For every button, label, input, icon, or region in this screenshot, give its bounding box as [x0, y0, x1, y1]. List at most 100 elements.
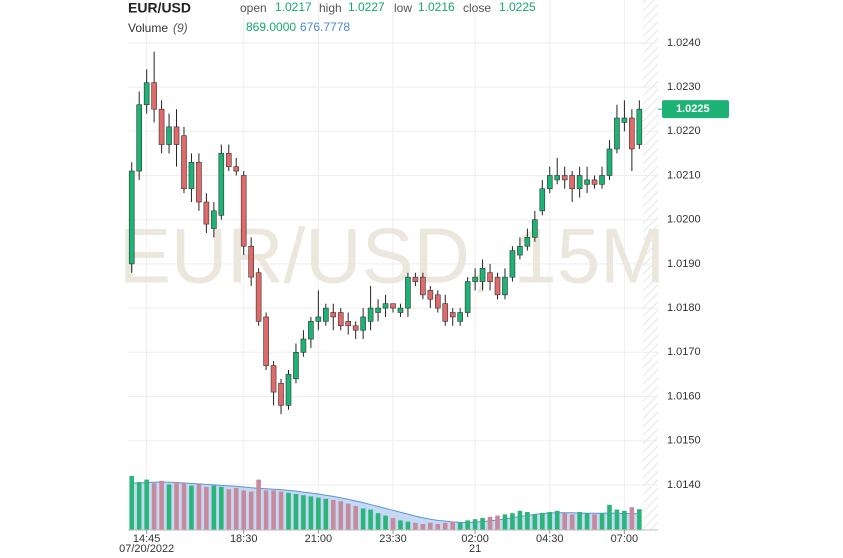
volume-bar: [510, 513, 515, 530]
volume-bar: [517, 510, 523, 530]
candle-body: [532, 219, 538, 238]
y-tick-label: 1.0140: [667, 479, 701, 491]
x-tick-label: 21:00: [305, 533, 333, 545]
candle-body: [382, 303, 389, 309]
volume-bar: [383, 515, 388, 530]
volume-bar: [405, 521, 411, 530]
volume-bar: [204, 486, 209, 530]
candle-body: [285, 374, 292, 406]
volume-bar: [293, 494, 299, 530]
high-value: 1.0227: [348, 0, 385, 14]
future-area: [643, 0, 658, 530]
volume-bar: [174, 482, 179, 530]
candle-body: [308, 321, 314, 340]
y-tick-label: 1.0200: [667, 214, 701, 226]
candle-body: [591, 179, 598, 185]
candle-body: [233, 166, 240, 172]
volume-bar: [547, 512, 553, 530]
volume-bar: [428, 522, 433, 530]
date-label: 07/20/2022: [119, 543, 174, 555]
volume-bar: [189, 485, 194, 530]
candle-body: [128, 170, 135, 265]
candle-body: [464, 281, 471, 313]
candle-body: [569, 175, 575, 190]
y-tick-label: 1.0180: [667, 302, 701, 314]
volume-bar: [248, 491, 254, 530]
candle-body: [352, 325, 359, 331]
volume-bar: [330, 500, 336, 530]
candle-body: [136, 104, 142, 172]
candle-body: [457, 312, 463, 322]
candle-body: [539, 188, 546, 212]
volume-bar: [360, 508, 366, 530]
candle-body: [502, 276, 508, 296]
volume-bar: [457, 522, 463, 530]
candle-body: [203, 201, 210, 225]
x-tick-label: 14:45: [133, 533, 161, 545]
volume-bar: [622, 510, 627, 530]
y-tick-label: 1.0220: [667, 125, 701, 137]
candle-body: [599, 175, 605, 185]
candle-body: [524, 237, 531, 247]
candle-body: [629, 117, 635, 150]
candle-body: [263, 316, 269, 366]
close-value: 1.0225: [499, 0, 536, 14]
volume-bar: [256, 479, 261, 530]
candle-body: [196, 161, 202, 203]
volume-bar: [539, 513, 545, 530]
volume-bar: [637, 509, 642, 530]
date-label: 21: [469, 543, 481, 555]
candle-body: [442, 303, 449, 322]
candle-body: [434, 294, 441, 309]
candle-body: [621, 117, 628, 123]
volume-bar: [525, 512, 530, 530]
volume-bar: [577, 512, 582, 530]
volume-bar: [241, 490, 247, 530]
candle-body: [181, 135, 187, 190]
candle-body: [405, 276, 411, 309]
high-label: high: [319, 1, 342, 15]
candle-body: [188, 161, 195, 190]
volume-bar: [614, 509, 620, 530]
volume-bar: [226, 489, 232, 530]
volume-bar: [151, 483, 157, 530]
volume-bar: [181, 483, 187, 530]
candle-body: [293, 352, 299, 380]
volume-bar: [136, 482, 142, 530]
candle-body: [517, 245, 523, 256]
symbol: EUR/USD: [128, 0, 191, 16]
volume-bar: [286, 492, 291, 530]
candle-body: [360, 316, 366, 331]
volume-bar: [353, 506, 358, 530]
y-tick-label: 1.0230: [667, 81, 701, 93]
volume-period: (9): [173, 21, 188, 35]
volume-bar: [375, 513, 381, 530]
y-tick-label: 1.0160: [667, 390, 701, 402]
x-tick-label: 18:30: [230, 533, 258, 545]
volume-bar: [413, 522, 418, 530]
close-label: close: [463, 1, 491, 15]
volume-bar: [592, 514, 597, 530]
candle-body: [427, 290, 434, 300]
volume-bar: [435, 524, 441, 530]
volume-bar: [554, 510, 560, 530]
volume-bar: [607, 504, 612, 530]
volume-bar: [338, 501, 344, 530]
volume-bar: [487, 516, 493, 530]
volume-value: 869.0000: [246, 20, 296, 34]
volume-bar: [398, 520, 403, 530]
volume-bar: [368, 509, 373, 530]
volume-bar: [562, 513, 567, 530]
candle-body: [240, 175, 247, 247]
candle-body: [248, 245, 254, 278]
volume-bar: [233, 488, 239, 530]
candle-body: [412, 276, 419, 282]
candle-body: [546, 175, 553, 190]
candle-body: [614, 117, 620, 150]
volume-bar: [569, 514, 575, 530]
candle-body: [420, 276, 426, 296]
last-price-tag: [662, 100, 729, 119]
volume-bar: [316, 497, 321, 530]
candle-body: [367, 307, 374, 322]
volume-bar: [196, 484, 202, 530]
